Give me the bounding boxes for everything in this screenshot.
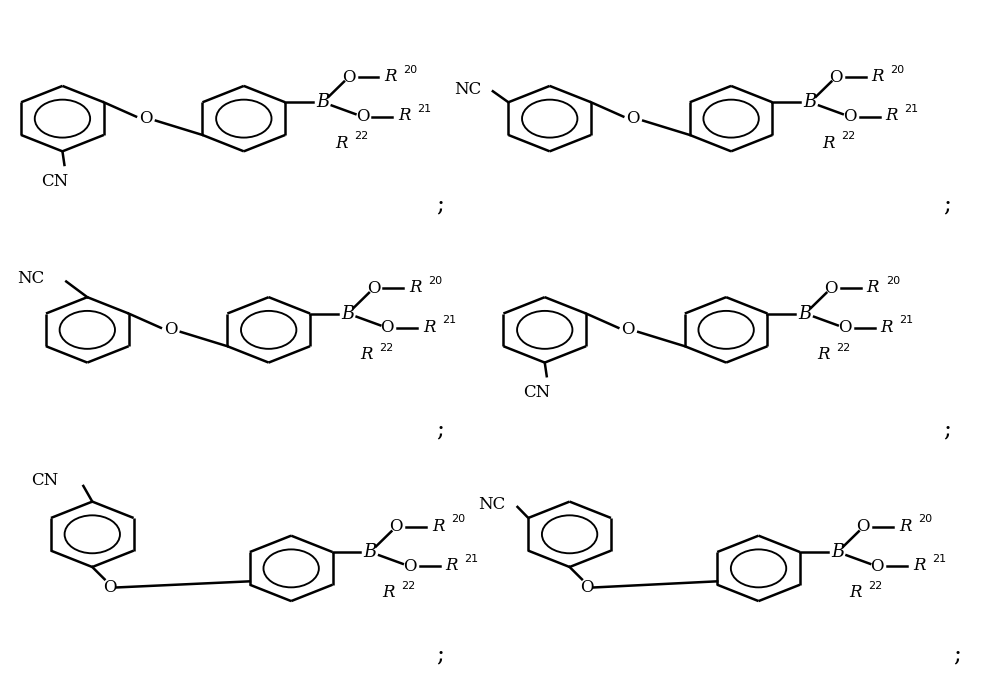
- Text: R: R: [822, 135, 835, 152]
- Text: 22: 22: [869, 581, 883, 591]
- Text: ;: ;: [436, 417, 444, 440]
- Text: R: R: [360, 346, 372, 363]
- Text: O: O: [403, 558, 417, 575]
- Text: 21: 21: [904, 104, 919, 114]
- Text: 22: 22: [379, 343, 393, 352]
- Text: B: B: [364, 543, 377, 561]
- Text: R: R: [899, 518, 912, 534]
- Text: R: R: [409, 279, 422, 296]
- Text: 21: 21: [442, 315, 456, 326]
- Text: R: R: [881, 319, 893, 336]
- Text: 20: 20: [891, 65, 905, 75]
- Text: O: O: [829, 69, 843, 86]
- Text: ;: ;: [436, 192, 444, 215]
- Text: R: R: [872, 68, 884, 85]
- Text: R: R: [382, 585, 395, 601]
- Text: 22: 22: [836, 343, 850, 352]
- Text: NC: NC: [17, 269, 44, 286]
- Text: 22: 22: [401, 581, 415, 591]
- Text: NC: NC: [478, 497, 506, 513]
- Text: R: R: [886, 107, 898, 124]
- Text: 20: 20: [451, 515, 465, 524]
- Text: CN: CN: [523, 385, 550, 401]
- Text: R: R: [384, 68, 397, 85]
- Text: ;: ;: [953, 642, 961, 665]
- Text: B: B: [799, 304, 812, 322]
- Text: NC: NC: [454, 80, 481, 98]
- Text: ;: ;: [944, 417, 952, 440]
- Text: O: O: [381, 319, 394, 337]
- Text: B: B: [831, 543, 844, 561]
- Text: R: R: [335, 135, 347, 152]
- Text: O: O: [627, 110, 640, 127]
- Text: O: O: [838, 319, 852, 337]
- Text: 20: 20: [428, 276, 442, 286]
- Text: O: O: [622, 322, 635, 339]
- Text: CN: CN: [41, 173, 68, 190]
- Text: R: R: [867, 279, 879, 296]
- Text: 20: 20: [918, 515, 932, 524]
- Text: 22: 22: [841, 131, 855, 142]
- Text: O: O: [580, 579, 594, 596]
- Text: O: O: [342, 69, 355, 86]
- Text: O: O: [139, 110, 153, 127]
- Text: O: O: [389, 519, 403, 535]
- Text: R: R: [432, 518, 444, 534]
- Text: O: O: [356, 108, 369, 125]
- Text: 21: 21: [465, 554, 479, 564]
- Text: O: O: [857, 519, 870, 535]
- Text: O: O: [870, 558, 884, 575]
- Text: B: B: [341, 304, 354, 322]
- Text: 20: 20: [403, 65, 417, 75]
- Text: R: R: [850, 585, 862, 601]
- Text: R: R: [398, 107, 411, 124]
- Text: B: B: [316, 93, 330, 111]
- Text: ;: ;: [944, 192, 952, 215]
- Text: R: R: [446, 557, 458, 574]
- Text: CN: CN: [31, 472, 58, 489]
- Text: O: O: [103, 579, 116, 596]
- Text: O: O: [164, 322, 178, 339]
- Text: O: O: [367, 280, 380, 297]
- Text: O: O: [843, 108, 856, 125]
- Text: R: R: [913, 557, 925, 574]
- Text: R: R: [817, 346, 830, 363]
- Text: 21: 21: [932, 554, 946, 564]
- Text: 21: 21: [417, 104, 431, 114]
- Text: 21: 21: [899, 315, 914, 326]
- Text: ;: ;: [436, 642, 444, 665]
- Text: R: R: [423, 319, 436, 336]
- Text: 22: 22: [354, 131, 368, 142]
- Text: B: B: [804, 93, 817, 111]
- Text: 20: 20: [886, 276, 900, 286]
- Text: O: O: [824, 280, 838, 297]
